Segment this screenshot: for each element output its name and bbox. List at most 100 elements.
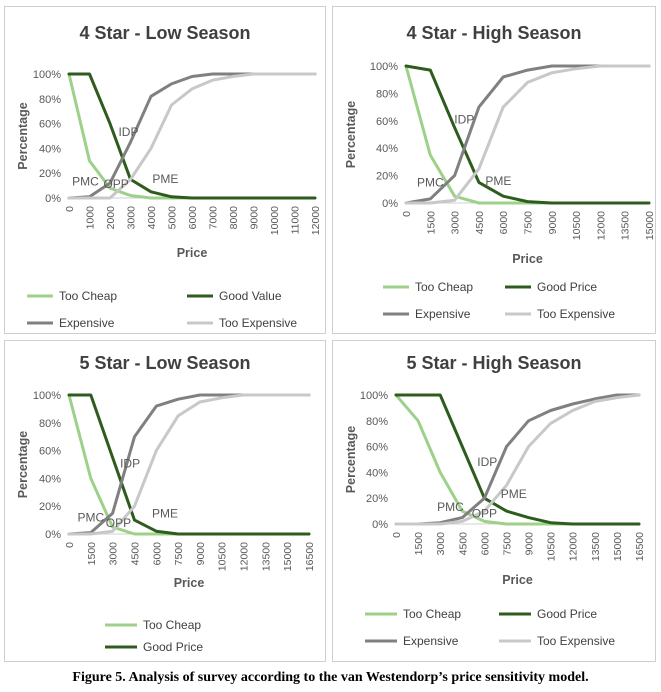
y-tick-label: 80% <box>376 88 398 100</box>
annotation-label: OPP <box>106 516 131 530</box>
y-tick-label: 100% <box>370 61 398 73</box>
y-tick-label: 100% <box>33 69 61 81</box>
chart-title: 5 Star - High Season <box>406 353 581 373</box>
y-tick-label: 40% <box>376 143 398 155</box>
x-tick-label: 10500 <box>217 542 229 571</box>
x-tick-label: 5000 <box>167 206 179 230</box>
legend-label: Good Price <box>143 640 203 654</box>
y-tick-label: 0% <box>45 193 61 205</box>
legend-label: Too Expensive <box>537 307 615 321</box>
series-line <box>67 72 317 200</box>
y-tick-label: 40% <box>366 467 388 479</box>
legend-label: Expensive <box>59 316 115 330</box>
annotation-label: OPP <box>103 177 128 191</box>
legend-label: Expensive <box>403 634 459 648</box>
x-tick-label: 4000 <box>146 206 158 230</box>
legend-label: Good Price <box>537 280 597 294</box>
x-tick-label: 3000 <box>108 542 120 566</box>
x-tick-label: 16500 <box>634 532 646 561</box>
chart-svg: 4 Star - High Season 0% 20% 40% 60% 80% 100% 0 1… <box>344 23 655 321</box>
annotation-label: PME <box>485 174 511 188</box>
x-tick-label: 9000 <box>547 211 559 235</box>
legend-label: Too Expensive <box>219 316 297 330</box>
x-tick-label: 4500 <box>457 532 469 556</box>
y-tick-label: 60% <box>376 116 398 128</box>
legend-label: Good Price <box>537 607 597 621</box>
x-tick-label: 1000 <box>85 206 97 230</box>
x-tick-label: 7000 <box>208 206 220 230</box>
y-tick-label: 100% <box>360 390 388 402</box>
legend-label: Expensive <box>415 307 471 321</box>
x-tick-label: 13500 <box>620 211 632 240</box>
y-tick-label: 0% <box>372 519 388 531</box>
x-tick-label: 15000 <box>644 211 655 240</box>
x-tick-label: 9000 <box>195 542 207 566</box>
x-tick-label: 6000 <box>151 542 163 566</box>
annotation-label: PME <box>152 172 178 186</box>
annotation-label: PME <box>501 487 527 501</box>
y-tick-label: 60% <box>39 119 61 131</box>
x-tick-label: 7500 <box>523 211 535 235</box>
y-tick-label: 0% <box>45 529 61 541</box>
series-line <box>67 393 311 536</box>
x-tick-label: 6000 <box>187 206 199 230</box>
chart-title: 4 Star - High Season <box>406 23 581 43</box>
x-tick-label: 1500 <box>425 211 437 235</box>
x-tick-label: 6000 <box>498 211 510 235</box>
x-axis-title: Price <box>177 246 208 260</box>
x-tick-label: 7500 <box>173 542 185 566</box>
legend-label: Too Expensive <box>537 634 615 648</box>
x-tick-label: 0 <box>401 211 413 217</box>
x-axis-title: Price <box>174 576 205 590</box>
chart-panel-4star-high: 4 Star - High Season 0% 20% 40% 60% 80% 100% 0 1… <box>332 6 656 334</box>
annotation-label: PMC <box>77 510 104 524</box>
y-tick-label: 100% <box>33 390 61 402</box>
x-tick-label: 2000 <box>105 206 117 230</box>
x-tick-label: 9000 <box>249 206 261 230</box>
y-tick-label: 60% <box>366 442 388 454</box>
y-tick-label: 20% <box>366 493 388 505</box>
x-tick-label: 0 <box>64 206 76 212</box>
x-tick-label: 16500 <box>304 542 316 571</box>
legend-label: Too Cheap <box>415 280 473 294</box>
annotation-label: PMC <box>437 500 464 514</box>
x-tick-label: 3000 <box>450 211 462 235</box>
x-tick-label: 10500 <box>546 532 558 561</box>
figure-caption: Figure 5. Analysis of survey according t… <box>72 670 589 685</box>
series-line <box>394 393 641 526</box>
legend-label: Good Value <box>219 289 282 303</box>
y-tick-label: 80% <box>39 418 61 430</box>
x-tick-label: 10500 <box>571 211 583 240</box>
annotation-label: IDP <box>120 456 140 470</box>
x-tick-label: 13500 <box>260 542 272 571</box>
x-tick-label: 3000 <box>435 532 447 556</box>
chart-title: 4 Star - Low Season <box>79 23 250 43</box>
annotation-label: IDP <box>477 455 497 469</box>
annotation-label: PME <box>152 506 178 520</box>
series-line <box>404 64 651 205</box>
annotation-label: IDP <box>454 113 474 127</box>
y-axis-title: Percentage <box>344 426 358 493</box>
series-line <box>67 393 311 536</box>
x-tick-label: 10000 <box>269 206 281 235</box>
x-tick-label: 4500 <box>129 542 141 566</box>
y-tick-label: 0% <box>382 198 398 210</box>
x-tick-label: 12000 <box>310 206 322 235</box>
chart-panel-4star-low: 4 Star - Low Season 0% 20% 40% 60% 80% 100% 0 10… <box>4 6 326 334</box>
x-tick-label: 13500 <box>590 532 602 561</box>
x-tick-label: 12000 <box>239 542 251 571</box>
x-tick-label: 7500 <box>501 532 513 556</box>
x-tick-label: 0 <box>64 542 76 548</box>
series-line <box>67 393 311 536</box>
y-tick-label: 20% <box>39 501 61 513</box>
y-tick-label: 80% <box>39 94 61 106</box>
x-tick-label: 12000 <box>568 532 580 561</box>
x-tick-label: 9000 <box>524 532 536 556</box>
x-axis-title: Price <box>502 573 533 587</box>
x-tick-label: 15000 <box>612 532 624 561</box>
y-tick-label: 20% <box>39 168 61 180</box>
y-tick-label: 60% <box>39 446 61 458</box>
chart-svg: 5 Star - High Season 0% 20% 40% 60% 80% 100% 0 1… <box>344 353 646 648</box>
chart-svg: 4 Star - Low Season 0% 20% 40% 60% 80% 100% 0 10… <box>16 23 322 330</box>
y-axis-title: Percentage <box>16 102 30 169</box>
